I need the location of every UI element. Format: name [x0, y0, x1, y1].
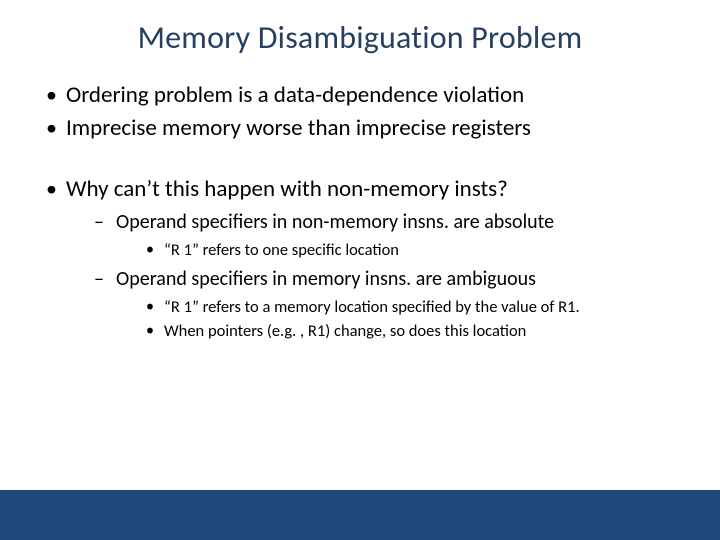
bullet-text: Why can’t this happen with non-memory in… — [66, 175, 508, 203]
bullet-item: Imprecise memory worse than imprecise re… — [46, 114, 692, 143]
bullet-text: Imprecise memory worse than imprecise re… — [66, 114, 531, 142]
bullet-item: Ordering problem is a data-dependence vi… — [46, 81, 692, 110]
bullet-list-lvl2: Operand specifiers in non-memory insns. … — [66, 209, 692, 342]
slide-content: Ordering problem is a data-dependence vi… — [28, 81, 692, 342]
bullet-list-lvl1: Ordering problem is a data-dependence vi… — [28, 81, 692, 143]
slide-title: Memory Disambiguation Problem — [28, 18, 692, 57]
bullet-list-lvl3: “R 1” refers to a memory location specif… — [116, 296, 692, 343]
bullet-list-lvl3: “R 1” refers to one specific location — [116, 239, 692, 261]
bullet-text: Operand specifiers in memory insns. are … — [116, 267, 536, 291]
footer-bar — [0, 490, 720, 540]
bullet-text: Operand specifiers in non-memory insns. … — [116, 210, 554, 234]
bullet-item: Operand specifiers in memory insns. are … — [94, 266, 692, 343]
bullet-item: When pointers (e.g. , R1) change, so doe… — [146, 320, 692, 342]
bullet-text: “R 1” refers to a memory location specif… — [164, 297, 580, 317]
slide-container: Memory Disambiguation Problem Ordering p… — [0, 0, 720, 540]
spacer — [28, 147, 692, 175]
bullet-list-lvl1: Why can’t this happen with non-memory in… — [28, 175, 692, 343]
bullet-item: Operand specifiers in non-memory insns. … — [94, 209, 692, 261]
bullet-item: “R 1” refers to one specific location — [146, 239, 692, 261]
bullet-text: Ordering problem is a data-dependence vi… — [66, 81, 524, 109]
bullet-text: “R 1” refers to one specific location — [164, 240, 399, 260]
bullet-item: “R 1” refers to a memory location specif… — [146, 296, 692, 318]
bullet-item: Why can’t this happen with non-memory in… — [46, 175, 692, 343]
bullet-text: When pointers (e.g. , R1) change, so doe… — [164, 321, 526, 341]
